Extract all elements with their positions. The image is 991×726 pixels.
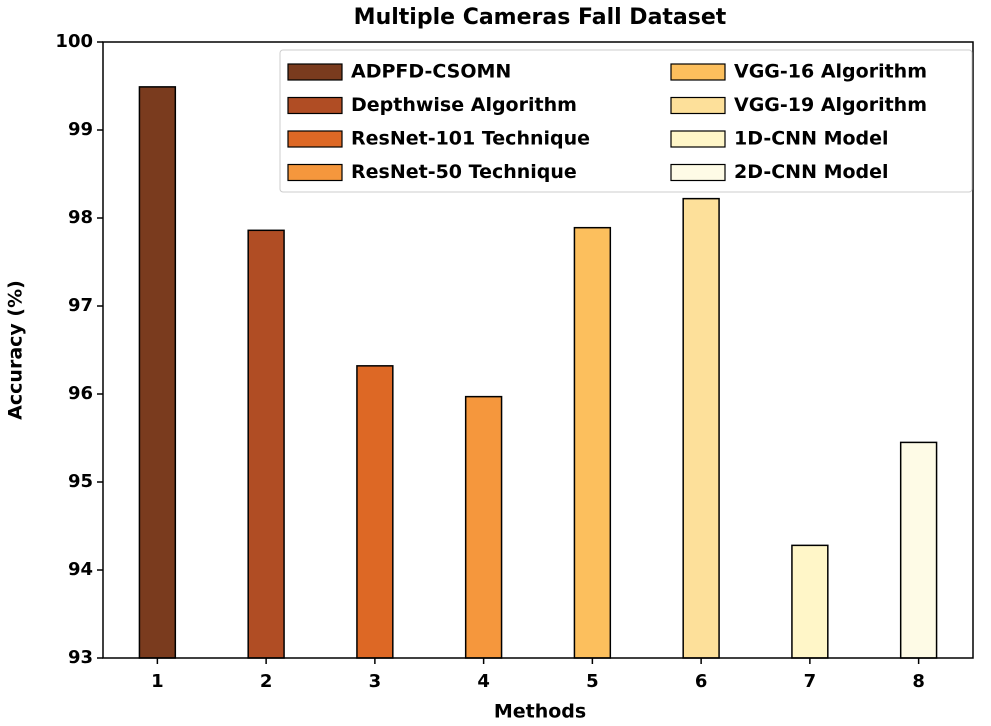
y-tick-label: 95 [68, 471, 93, 492]
legend-swatch [670, 63, 726, 81]
x-tick-label: 8 [912, 671, 925, 692]
bar [573, 226, 612, 659]
legend-label: Depthwise Algorithm [351, 94, 577, 116]
bar [356, 365, 394, 659]
legend-swatch [287, 130, 343, 148]
bar [899, 441, 938, 659]
bar [247, 229, 285, 659]
y-axis-label: Accuracy (%) [5, 280, 27, 420]
x-tick-label: 5 [586, 671, 599, 692]
bar [791, 544, 829, 659]
y-tick-label: 94 [68, 559, 93, 580]
legend-label: 1D-CNN Model [734, 128, 889, 150]
bar [682, 197, 720, 659]
chart-title: Multiple Cameras Fall Dataset [354, 5, 727, 30]
x-tick-label: 7 [804, 671, 817, 692]
legend-swatch [287, 96, 343, 115]
legend-swatch [287, 63, 343, 81]
legend-swatch [670, 130, 726, 148]
x-axis-label: Methods [494, 701, 586, 723]
x-tick-label: 4 [477, 671, 490, 692]
legend-label: VGG-16 Algorithm [734, 61, 927, 83]
y-tick-label: 93 [68, 647, 93, 668]
bar [138, 86, 177, 659]
legend-label: 2D-CNN Model [734, 161, 889, 183]
bar [464, 395, 503, 659]
legend-label: ADPFD-CSOMN [351, 61, 511, 83]
legend-label: VGG-19 Algorithm [734, 94, 927, 116]
y-tick-label: 99 [68, 119, 93, 140]
legend-label: ResNet-101 Technique [351, 128, 590, 150]
legend-swatch [670, 96, 726, 115]
legend-swatch [287, 163, 343, 182]
legend-label: ResNet-50 Technique [351, 161, 577, 183]
plot-frame [102, 41, 974, 659]
y-tick-label: 96 [68, 383, 93, 404]
x-tick-label: 2 [260, 671, 273, 692]
x-tick-label: 6 [695, 671, 708, 692]
x-tick-label: 1 [151, 671, 164, 692]
y-tick-label: 100 [55, 31, 93, 52]
legend-swatch [670, 163, 726, 182]
x-tick-label: 3 [369, 671, 382, 692]
y-tick-label: 98 [68, 207, 93, 228]
legend-box [279, 49, 973, 193]
y-tick-label: 97 [68, 295, 93, 316]
